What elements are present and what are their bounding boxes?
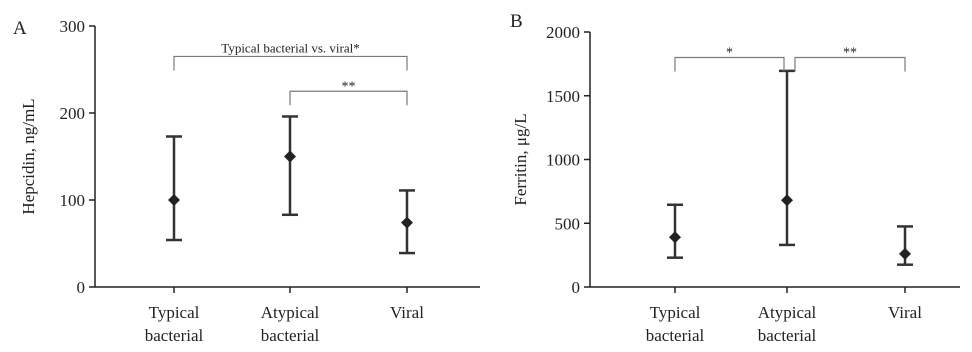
- significance-bracket: [674, 56, 785, 72]
- median-marker: [899, 247, 911, 260]
- y-axis-label: Ferritin, μg/L: [511, 113, 530, 205]
- x-tick-label: Atypical: [261, 303, 320, 322]
- y-tick-label: 0: [572, 278, 581, 297]
- panel-a-hepcidin: A 0 100 200 300 Hepcidin, ng/mL Typical bacteri…: [13, 17, 480, 345]
- median-marker: [401, 216, 413, 229]
- y-tick-label: 500: [555, 214, 581, 233]
- y-tick-label: 1000: [546, 151, 580, 170]
- x-tick-label: bacterial: [646, 326, 705, 345]
- y-tick-label: 200: [60, 104, 86, 123]
- y-tick-label: 2000: [546, 23, 580, 42]
- x-tick-label: Typical: [650, 303, 701, 322]
- median-marker: [168, 194, 180, 206]
- significance-label: Typical bacterial vs. viral*: [221, 40, 359, 55]
- y-tick-label: 0: [77, 278, 86, 297]
- y-tick-label: 300: [60, 17, 86, 36]
- y-axis-label: Hepcidin, ng/mL: [19, 98, 38, 214]
- significance-label: **: [843, 46, 857, 61]
- x-tick-label: Viral: [390, 303, 424, 322]
- y-tick-label: 100: [60, 191, 86, 210]
- panel-b-ferritin: B 0 500 1000 1500 2000 Ferritin, μg/L Typical ba…: [510, 11, 960, 345]
- median-marker: [669, 231, 681, 244]
- significance-bracket: [173, 55, 408, 71]
- significance-label: **: [342, 79, 356, 94]
- median-marker: [781, 194, 793, 207]
- significance-bracket: [794, 56, 906, 72]
- y-tick-label: 1500: [546, 87, 580, 106]
- x-tick-label: bacterial: [758, 326, 817, 345]
- significance-label: *: [726, 46, 733, 61]
- panel-letter: A: [13, 18, 27, 39]
- x-tick-label: bacterial: [145, 326, 204, 345]
- x-tick-label: bacterial: [261, 326, 320, 345]
- significance-bracket: [289, 90, 408, 106]
- panel-letter: B: [510, 11, 523, 32]
- x-tick-label: Atypical: [758, 303, 817, 322]
- x-tick-label: Typical: [149, 303, 200, 322]
- median-marker: [284, 150, 296, 163]
- x-tick-label: Viral: [888, 303, 922, 322]
